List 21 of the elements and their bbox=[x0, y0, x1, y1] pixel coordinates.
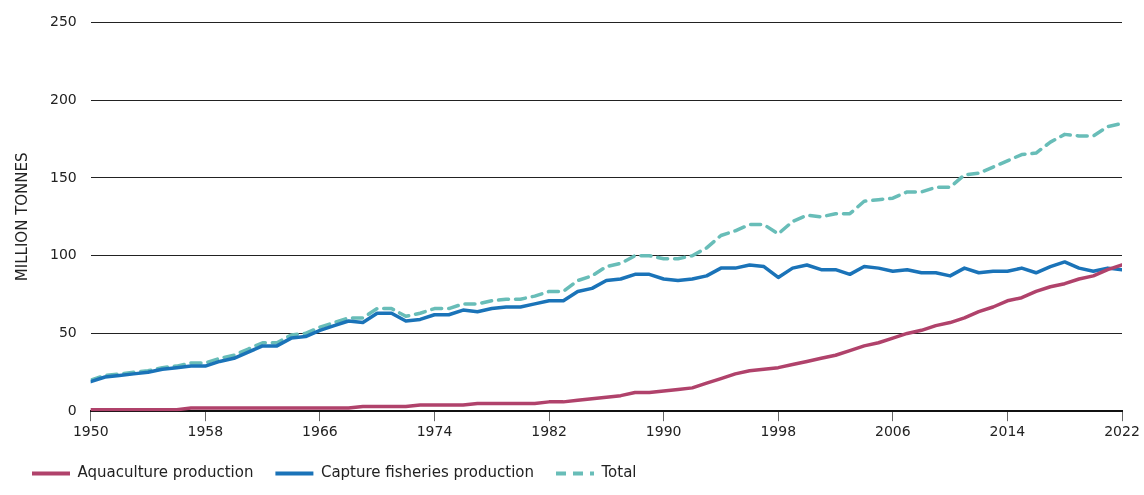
x-tick-label: 1998 bbox=[760, 423, 797, 440]
x-tick-label: 2006 bbox=[875, 423, 911, 440]
x-tick-label: 2014 bbox=[989, 423, 1026, 440]
line-series bbox=[90, 121, 1122, 382]
y-tick-label: 0 bbox=[67, 401, 77, 418]
x-tick-label: 1990 bbox=[645, 423, 682, 440]
y-tick-label: 250 bbox=[49, 13, 77, 30]
y-tick-label: 150 bbox=[49, 168, 77, 185]
x-tick-label: 1974 bbox=[416, 423, 453, 440]
y-tick-label: 200 bbox=[49, 90, 77, 107]
y-tick-label: 100 bbox=[49, 246, 77, 263]
x-tick-label: 1950 bbox=[72, 423, 109, 440]
y-tick-label: 50 bbox=[58, 324, 77, 341]
y-axis-title: MILLION TONNES bbox=[12, 152, 31, 282]
x-tick-label: 1966 bbox=[302, 423, 338, 440]
legend-label: Aquaculture production bbox=[77, 463, 254, 482]
legend-label: Capture fisheries production bbox=[320, 463, 535, 482]
legend-label: Total bbox=[600, 463, 637, 482]
x-tick-label: 1982 bbox=[531, 423, 567, 440]
x-tick-label: 1958 bbox=[187, 423, 224, 440]
x-tick-label: 2022 bbox=[1104, 423, 1140, 440]
